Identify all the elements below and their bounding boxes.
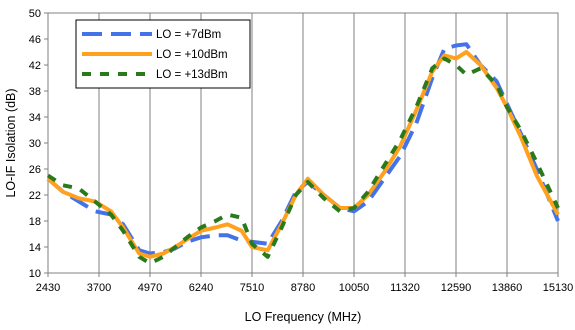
x-tick-label: 11320 [390, 282, 420, 294]
legend: LO = +7dBm LO = +10dBm LO = +13dBm [75, 19, 251, 89]
legend-label: LO = +10dBm [156, 49, 228, 61]
y-tick-label: 38 [29, 86, 41, 98]
y-axis-title: LO-IF Isolation (dB) [4, 88, 18, 197]
x-tick-label: 6240 [189, 282, 213, 294]
y-tick-label: 50 [29, 8, 41, 20]
x-tick-label: 2430 [36, 282, 60, 294]
y-tick-label: 14 [29, 242, 41, 254]
tick-layer: 2430 3700 4970 6240 7510 8780 10050 11320 12590 1… [29, 8, 574, 294]
legend-label: LO = +7dBm [156, 29, 221, 41]
y-tick-label: 42 [29, 60, 41, 72]
x-tick-label: 13860 [492, 282, 523, 294]
x-tick-label: 7510 [240, 282, 264, 294]
y-tick-label: 10 [29, 268, 41, 280]
y-tick-label: 30 [29, 138, 41, 150]
legend-items: LO = +7dBm LO = +10dBm LO = +13dBm [82, 29, 228, 81]
x-tick-label: 8780 [291, 282, 315, 294]
y-tick-label: 34 [29, 112, 41, 124]
x-tick-label: 4970 [138, 282, 162, 294]
y-tick-label: 46 [29, 34, 41, 46]
legend-label: LO = +13dBm [156, 69, 228, 81]
series-layer [46, 42, 560, 266]
y-tick-label: 18 [29, 216, 41, 228]
x-axis-title: LO Frequency (MHz) [245, 310, 362, 324]
y-tick-label: 26 [29, 164, 41, 176]
x-tick-label: 12590 [441, 282, 472, 294]
x-tick-label: 15130 [543, 282, 574, 294]
series-line-lo-13dbm [46, 56, 560, 266]
y-tick-label: 22 [29, 190, 41, 202]
x-tick-label: 3700 [87, 282, 111, 294]
x-tick-label: 10050 [339, 282, 370, 294]
